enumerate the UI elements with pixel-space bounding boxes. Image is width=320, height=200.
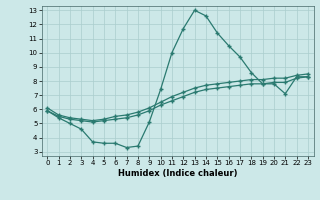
X-axis label: Humidex (Indice chaleur): Humidex (Indice chaleur) <box>118 169 237 178</box>
